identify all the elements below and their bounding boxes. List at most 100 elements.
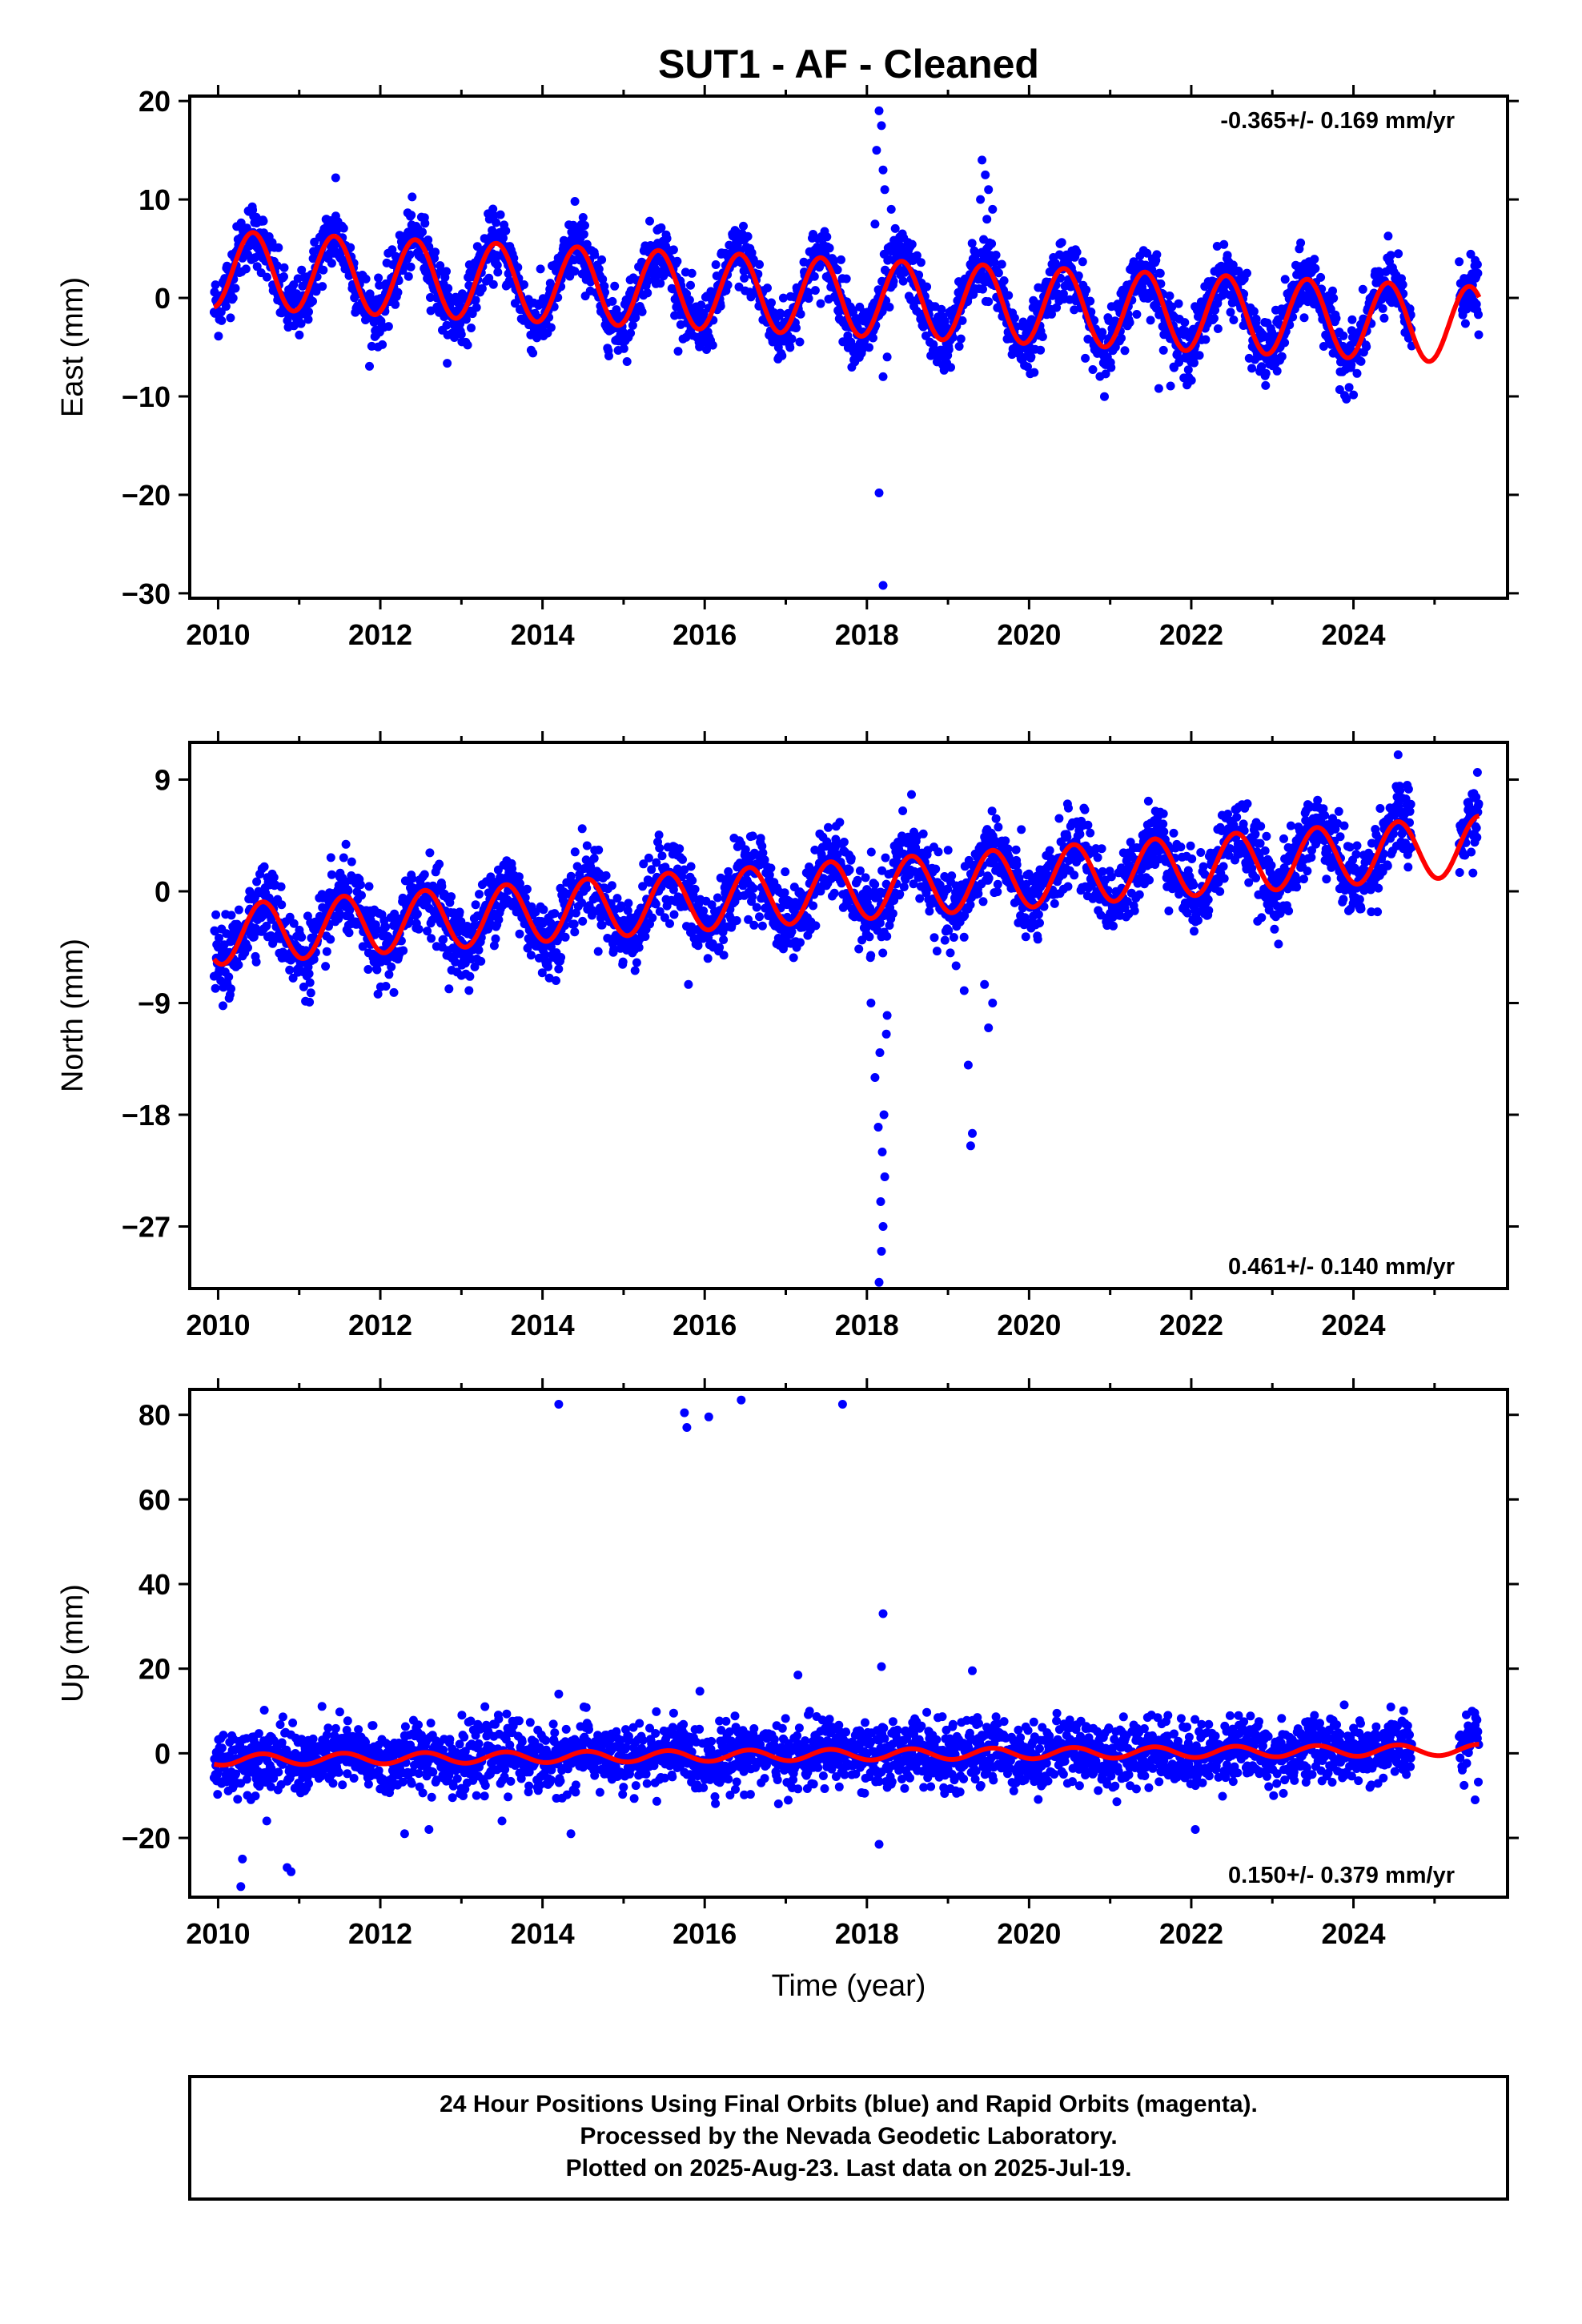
east-outlier-point — [978, 155, 987, 165]
caption-line-1: 24 Hour Positions Using Final Orbits (bl… — [440, 2091, 1258, 2117]
east-model-curve — [212, 230, 1482, 364]
up-outlier-point — [287, 1867, 296, 1876]
caption-line-3: Plotted on 2025-Aug-23. Last data on 202… — [566, 2155, 1132, 2181]
north-outlier-point — [870, 1073, 880, 1082]
north-outlier-point — [874, 1277, 884, 1287]
east-outlier-point — [570, 197, 580, 206]
up-outlier-point — [236, 1882, 246, 1892]
north-outlier-point — [879, 1110, 889, 1120]
y-tick-label: 9 — [155, 764, 171, 797]
caption-line-2: Processed by the Nevada Geodetic Laborat… — [580, 2123, 1117, 2149]
north-outlier-point — [1393, 750, 1403, 759]
up-y-axis-label: Up (mm) — [56, 1584, 90, 1703]
x-tick-label: 2022 — [1159, 1309, 1223, 1341]
x-tick-label: 2020 — [997, 618, 1061, 651]
y-tick-label: −20 — [122, 1822, 171, 1855]
up-outlier-point — [1471, 1795, 1480, 1804]
east-outlier-point — [878, 372, 888, 381]
up-outlier-point — [877, 1662, 886, 1671]
north-outlier-point — [959, 986, 969, 995]
north-outlier-point — [877, 1247, 886, 1256]
east-daily-points — [209, 106, 1484, 590]
x-tick-label: 2024 — [1321, 1917, 1385, 1950]
up-outlier-point — [554, 1689, 564, 1699]
up-outlier-point — [737, 1395, 746, 1405]
up-outlier-point — [874, 1839, 884, 1849]
north-outlier-point — [866, 999, 876, 1007]
east-y-axis-label: East (mm) — [56, 277, 90, 417]
x-tick-label: 2010 — [186, 1917, 250, 1950]
y-tick-label: 10 — [139, 183, 171, 216]
x-tick-label: 2010 — [186, 618, 250, 651]
north-outlier-point — [966, 1141, 975, 1151]
north-y-axis-label: North (mm) — [56, 939, 90, 1092]
x-tick-label: 2020 — [997, 1309, 1061, 1341]
east-outlier-point — [982, 215, 992, 224]
east-outlier-point — [880, 185, 889, 195]
north-outlier-point — [877, 1148, 887, 1156]
north-outlier-point — [980, 979, 990, 989]
up-outlier-point — [400, 1829, 409, 1839]
north-outlier-point — [984, 1023, 994, 1032]
east-outlier-point — [878, 581, 888, 590]
x-tick-label: 2018 — [835, 618, 899, 651]
x-tick-label: 2018 — [835, 1917, 899, 1950]
up-outlier-point — [424, 1825, 434, 1834]
north-outlier-point — [873, 1123, 883, 1132]
x-tick-label: 2014 — [511, 618, 575, 651]
up-outlier-point — [497, 1816, 507, 1826]
x-tick-label: 2014 — [511, 1917, 575, 1950]
up-outlier-point — [554, 1400, 564, 1409]
y-tick-label: 0 — [155, 1737, 171, 1770]
east-outlier-point — [874, 489, 884, 497]
north-panel: 2010 2012 2014 2016 2018 2020 2022 2024 9 0 −9 −18 −… — [56, 731, 1519, 1341]
east-outlier-point — [882, 352, 892, 362]
east-outlier-point — [886, 204, 896, 214]
north-outlier-point — [963, 1060, 973, 1070]
east-outlier-point — [1154, 384, 1163, 393]
east-outlier-point — [877, 121, 886, 131]
up-outlier-point — [238, 1854, 247, 1864]
x-tick-label: 2020 — [997, 1917, 1061, 1950]
east-outlier-point — [984, 185, 994, 195]
north-outlier-point — [878, 1222, 888, 1231]
north-outlier-point — [882, 1011, 892, 1020]
north-outlier-point — [876, 1197, 885, 1206]
north-outlier-point — [988, 999, 998, 1007]
up-outlier-point — [262, 1816, 271, 1826]
y-tick-label: 0 — [155, 875, 171, 908]
y-tick-label: −10 — [122, 380, 171, 413]
up-outlier-point — [837, 1400, 847, 1409]
east-outlier-point — [331, 173, 340, 183]
up-outlier-point — [1191, 1825, 1200, 1834]
x-tick-label: 2022 — [1159, 618, 1223, 651]
up-model-curve — [212, 1742, 1481, 1768]
caption-frame — [188, 2075, 1509, 2201]
caption-box: 24 Hour Positions Using Final Orbits (bl… — [188, 2075, 1509, 2201]
x-tick-label: 2016 — [673, 1309, 737, 1341]
east-outlier-point — [988, 204, 998, 214]
east-outlier-point — [872, 146, 881, 155]
east-outlier-point — [874, 106, 884, 115]
up-daily-points-cloud — [209, 1687, 1484, 1808]
north-outlier-point — [875, 1048, 885, 1057]
x-tick-label: 2024 — [1321, 618, 1385, 651]
north-outlier-point — [684, 979, 693, 989]
north-outlier-point — [951, 961, 961, 971]
y-tick-label: 20 — [139, 1653, 171, 1686]
north-outlier-point — [880, 1172, 889, 1181]
north-outlier-point — [907, 790, 916, 799]
x-tick-label: 2012 — [348, 618, 412, 651]
y-tick-label: 40 — [139, 1568, 171, 1601]
up-outlier-point — [704, 1412, 713, 1421]
x-tick-label: 2010 — [186, 1309, 250, 1341]
north-rate-label: 0.461+/- 0.140 mm/yr — [1228, 1254, 1455, 1280]
east-outlier-point — [878, 165, 888, 175]
up-outlier-point — [680, 1408, 689, 1417]
east-rate-label: -0.365+/- 0.169 mm/yr — [1220, 108, 1455, 134]
east-outlier-point — [976, 195, 986, 204]
y-tick-label: −9 — [138, 987, 171, 1020]
up-outlier-point — [682, 1423, 692, 1432]
x-tick-label: 2024 — [1321, 1309, 1385, 1341]
